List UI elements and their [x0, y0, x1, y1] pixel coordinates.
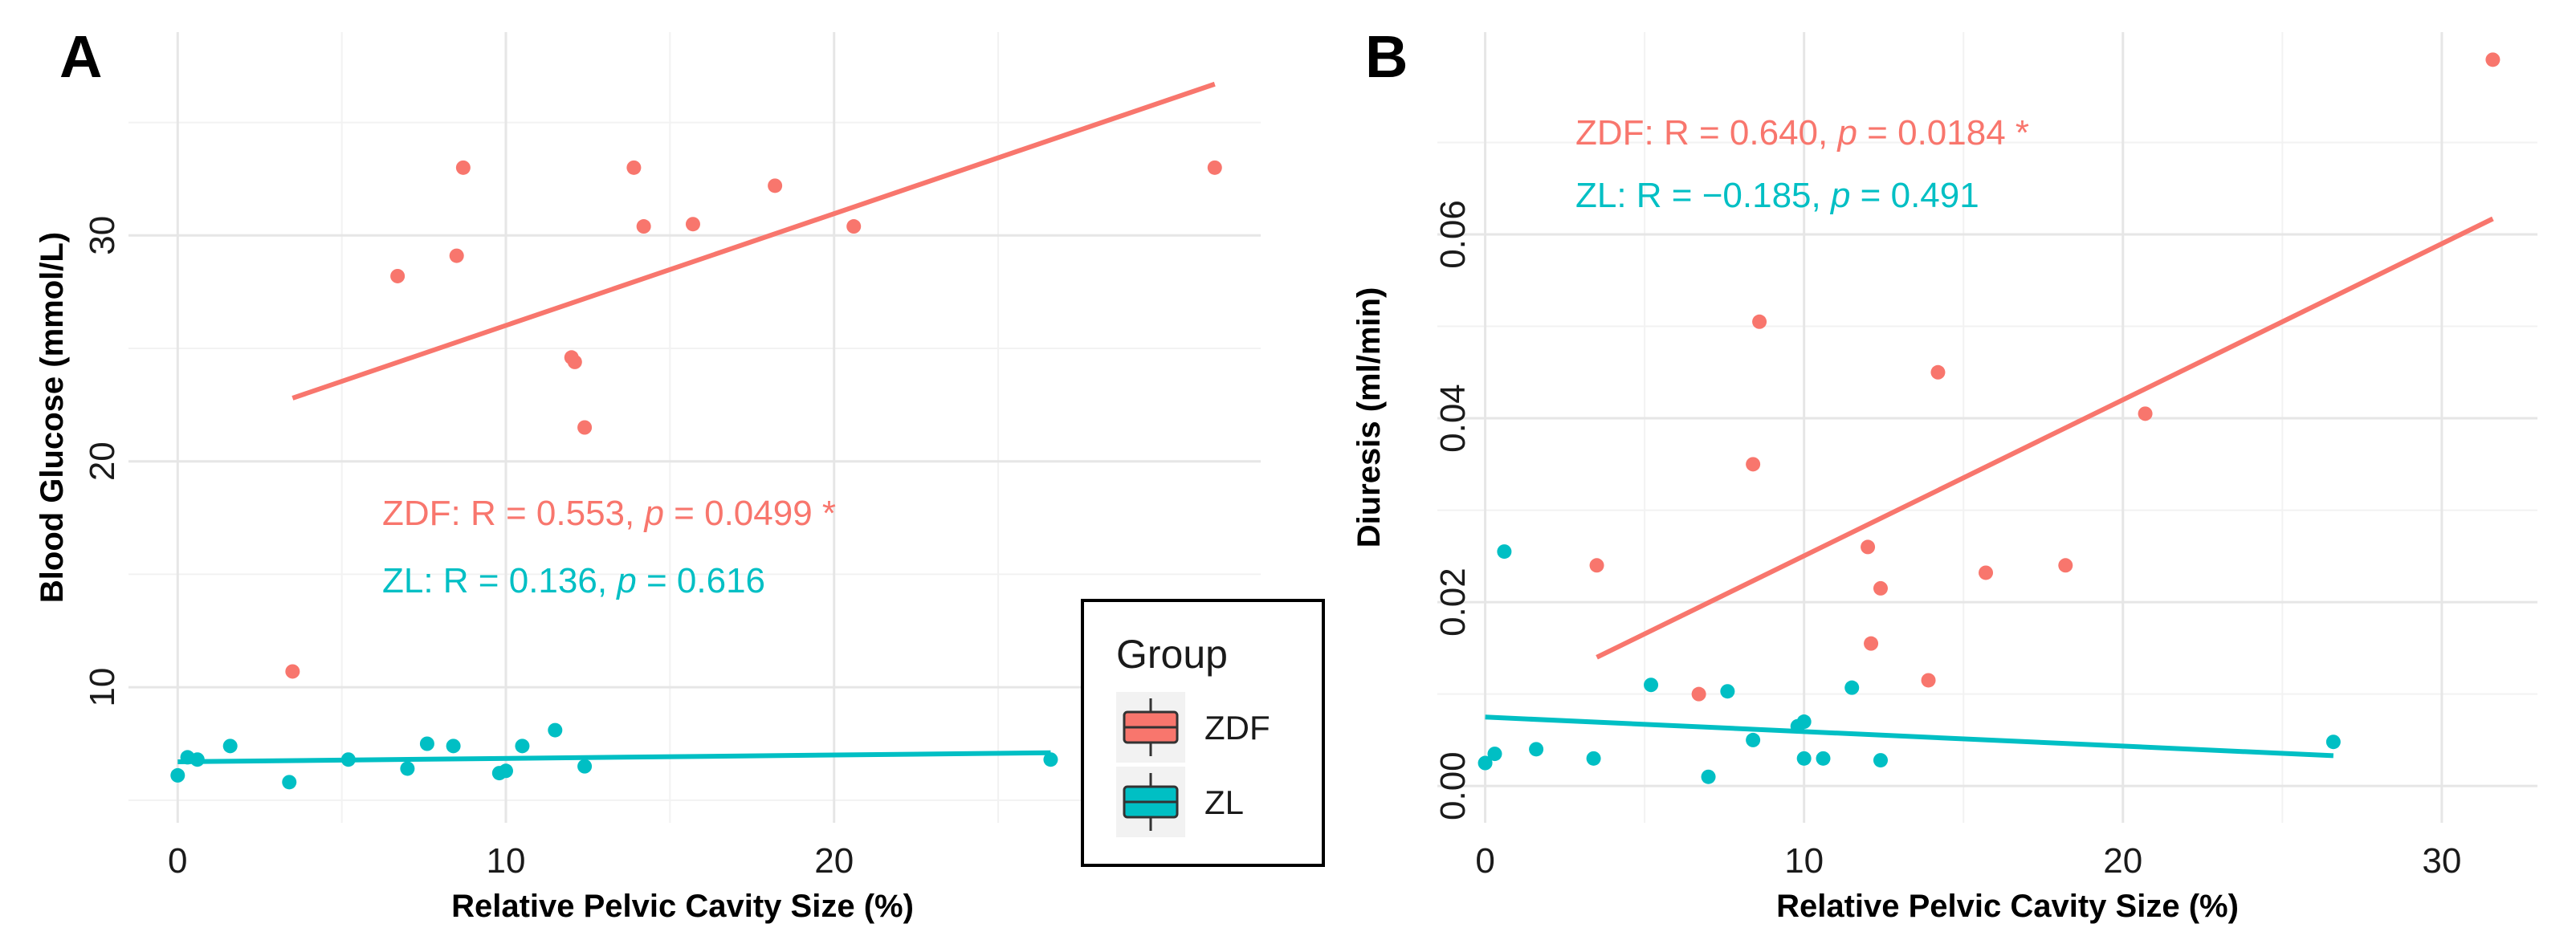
zl-point — [340, 752, 356, 767]
zl-point — [1529, 742, 1544, 757]
panel-b-x-axis-title: Relative Pelvic Cavity Size (%) — [1776, 889, 2239, 924]
panel-a-points — [170, 160, 1222, 790]
y-tick-label: 0.06 — [1433, 200, 1473, 269]
panel-b-tick-labels: 0 10 20 30 0.00 0.02 0.04 0.06 — [1433, 200, 2461, 881]
legend: Group ZDF ZL — [1081, 599, 1325, 867]
panel-a-fit-lines — [177, 81, 1216, 765]
panel-a-zl-annotation: ZL: R = 0.136, p = 0.616 — [382, 561, 765, 600]
zdf-point — [1861, 539, 1876, 555]
panel-b-zdf-annotation: ZDF: R = 0.640, p = 0.0184 * — [1575, 113, 2029, 153]
x-tick-label: 10 — [1784, 841, 1824, 881]
zdf-point — [1752, 314, 1767, 329]
zdf-point — [390, 268, 406, 283]
y-tick-label: 10 — [83, 668, 122, 707]
zl-point — [1497, 544, 1512, 560]
y-tick-label: 20 — [83, 442, 122, 481]
zl-point — [222, 739, 238, 754]
panel-b-grid — [1437, 32, 2537, 823]
zdf-point — [2058, 558, 2073, 573]
zdf-point — [685, 217, 700, 232]
zdf-point — [2138, 406, 2153, 421]
zl-point — [1844, 680, 1860, 695]
zdf-point — [636, 219, 651, 234]
legend-label-zl: ZL — [1204, 783, 1244, 821]
panel-a-x-axis-title: Relative Pelvic Cavity Size (%) — [451, 889, 914, 924]
zdf-point — [1930, 364, 1946, 380]
zdf-point — [455, 160, 471, 175]
panel-a-tick-labels: 0 10 20 10 20 30 — [83, 216, 854, 881]
zl-point — [1816, 751, 1831, 766]
x-tick-label: 10 — [487, 841, 526, 881]
zl-point — [1796, 751, 1812, 766]
panel-a: 0 10 20 10 20 30 A Relative Pelvic Cavity Siz… — [35, 23, 1261, 924]
zl-point — [1644, 678, 1659, 693]
x-tick-label: 20 — [814, 841, 854, 881]
panel-b-zl-annotation: ZL: R = −0.185, p = 0.491 — [1575, 176, 1979, 215]
zl-point — [1043, 752, 1058, 767]
x-tick-label: 30 — [2422, 841, 2461, 881]
zl-point — [1796, 714, 1812, 730]
x-tick-label: 0 — [1475, 841, 1494, 881]
y-tick-label: 30 — [83, 216, 122, 255]
y-tick-label: 0.00 — [1433, 751, 1473, 820]
panel-b-y-axis-title: Diuresis (ml/min) — [1351, 287, 1387, 548]
zl-point — [1720, 684, 1735, 699]
legend-key-zl — [1116, 767, 1185, 837]
zl-point — [499, 763, 513, 779]
zl-point — [1701, 769, 1716, 784]
zdf-point — [846, 219, 862, 234]
zl-point — [2325, 735, 2341, 750]
zl-point — [419, 736, 434, 751]
zl-point — [282, 775, 297, 790]
zdf-point — [449, 248, 464, 263]
zl-point — [1746, 732, 1761, 747]
zl-point — [577, 759, 593, 774]
zl-point — [190, 752, 205, 767]
panel-b-fit-lines — [1485, 216, 2494, 759]
legend-label-zdf: ZDF — [1204, 709, 1270, 747]
panel-a-zdf-annotation: ZDF: R = 0.553, p = 0.0499 * — [382, 494, 836, 533]
zdf-point — [285, 664, 300, 679]
panel-b: 0 10 20 30 0.00 0.02 0.04 0.06 B Relative Pelvi… — [1351, 23, 2537, 924]
zdf-point — [577, 420, 593, 435]
zdf-point — [1873, 580, 1888, 596]
zdf-fit-line — [291, 81, 1216, 401]
x-tick-label: 20 — [2103, 841, 2142, 881]
zl-fit-line — [1485, 714, 2333, 759]
zdf-point — [1589, 558, 1604, 573]
x-tick-label: 0 — [168, 841, 187, 881]
legend-title: Group — [1116, 632, 1228, 677]
zdf-point — [1979, 565, 1994, 580]
zl-fit-line — [177, 750, 1051, 765]
zl-point — [1487, 747, 1502, 762]
zl-point — [170, 767, 185, 783]
zdf-point — [1864, 636, 1879, 651]
zdf-point — [626, 160, 642, 175]
y-tick-label: 0.04 — [1433, 384, 1473, 453]
zl-point — [446, 739, 461, 754]
zl-point — [1586, 751, 1601, 766]
zdf-point — [2485, 52, 2501, 67]
zdf-point — [768, 178, 783, 193]
zdf-point — [1691, 686, 1706, 702]
y-tick-label: 0.02 — [1433, 568, 1473, 637]
panel-a-label: A — [59, 23, 102, 90]
zdf-point — [1207, 160, 1222, 175]
legend-key-zdf — [1116, 692, 1185, 763]
zl-point — [515, 739, 530, 754]
zl-point — [400, 761, 415, 776]
panel-b-points — [1478, 52, 2501, 784]
panel-a-grid — [128, 32, 1261, 823]
zl-point — [548, 722, 563, 738]
zdf-fit-line — [1596, 216, 2494, 660]
zdf-point — [567, 354, 582, 369]
zl-point — [1873, 753, 1888, 768]
panel-b-label: B — [1365, 23, 1408, 90]
zdf-point — [1746, 457, 1761, 472]
zl-point — [1478, 755, 1493, 771]
zdf-point — [1921, 673, 1936, 688]
panel-a-y-axis-title: Blood Glucose (mmol/L) — [35, 232, 70, 603]
